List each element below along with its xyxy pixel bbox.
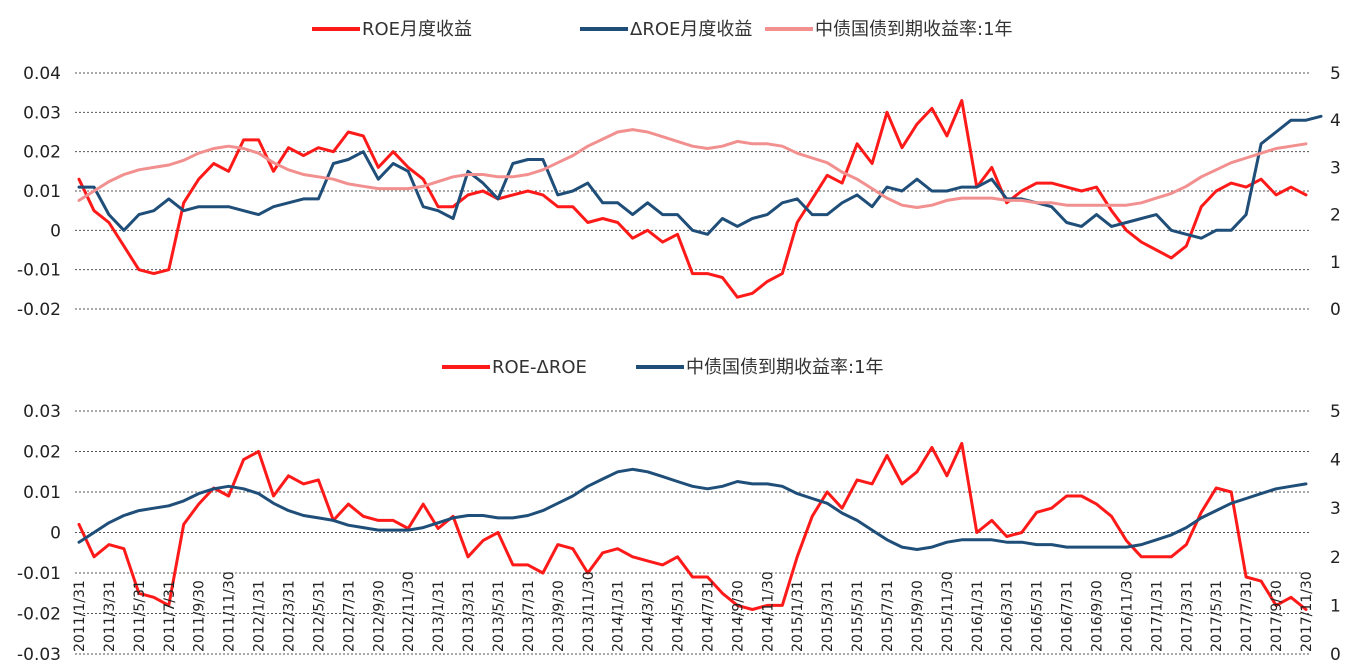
bottom-x-tick: 2013/1/31	[431, 580, 447, 652]
bottom-y-right-tick: 3	[1330, 499, 1341, 519]
bottom-x-tick: 2014/3/31	[641, 580, 657, 652]
bottom-x-tick: 2012/5/31	[311, 580, 327, 652]
bottom-x-tick: 2014/11/30	[760, 571, 776, 652]
bottom-x-tick: 2015/9/30	[910, 580, 926, 652]
top-series-line-2	[77, 128, 1308, 209]
bottom-y-left-tick: -0.03	[17, 645, 61, 665]
bottom-x-tick: 2014/9/30	[730, 580, 746, 652]
bottom-x-tick: 2013/7/31	[521, 580, 537, 652]
bottom-x-tick: 2017/9/30	[1269, 580, 1285, 652]
bottom-x-tick: 2016/11/30	[1119, 571, 1135, 652]
top-series-line-1	[77, 114, 1323, 240]
bottom-y-right-tick: 4	[1330, 451, 1341, 471]
top-y-right-tick: 1	[1330, 253, 1341, 273]
bottom-y-left-tick: 0	[50, 524, 61, 544]
bottom-x-tick: 2011/9/30	[192, 580, 208, 652]
bottom-x-tick: 2017/7/31	[1239, 580, 1255, 652]
top-legend-label: ROE月度收益	[362, 19, 472, 40]
bottom-x-tick: 2013/11/30	[581, 571, 597, 652]
bottom-x-tick: 2015/3/31	[820, 580, 836, 652]
top-y-left-tick: 0.02	[23, 143, 61, 163]
top-legend-label: ΔROE月度收益	[630, 19, 752, 40]
bottom-y-left-tick: 0.01	[23, 483, 61, 503]
bottom-x-tick: 2011/3/31	[102, 580, 118, 652]
bottom-y-right-tick: 5	[1330, 402, 1341, 422]
bottom-y-right-tick: 2	[1330, 548, 1341, 568]
bottom-x-tick: 2012/1/31	[252, 580, 268, 652]
top-y-right-tick: 0	[1330, 300, 1341, 320]
bottom-x-tick: 2016/3/31	[1000, 580, 1016, 652]
top-y-left-tick: 0.03	[23, 103, 61, 123]
bottom-x-tick: 2015/11/30	[940, 571, 956, 652]
top-y-right-tick: 4	[1330, 111, 1341, 131]
bottom-x-tick: 2017/3/31	[1179, 580, 1195, 652]
bottom-x-tick: 2012/9/30	[371, 580, 387, 652]
bottom-x-tick: 2016/1/31	[970, 580, 986, 652]
bottom-x-tick: 2012/7/31	[341, 580, 357, 652]
top-legend-label: 中债国债到期收益率:1年	[815, 19, 1013, 40]
bottom-y-right-tick: 1	[1330, 596, 1341, 616]
bottom-x-tick: 2013/9/30	[551, 580, 567, 652]
top-y-right-tick: 2	[1330, 206, 1341, 226]
bottom-x-tick: 2015/7/31	[880, 580, 896, 652]
top-y-left-tick: 0	[50, 221, 61, 241]
bottom-x-tick: 2015/1/31	[790, 580, 806, 652]
top-y-left-tick: -0.02	[17, 300, 61, 320]
bottom-x-tick: 2016/5/31	[1030, 580, 1046, 652]
bottom-y-left-tick: 0.03	[23, 402, 61, 422]
bottom-x-tick: 2017/11/30	[1299, 571, 1315, 652]
bottom-legend-label: ROE-ΔROE	[492, 357, 587, 378]
bottom-x-tick: 2014/5/31	[671, 580, 687, 652]
bottom-x-tick: 2011/11/30	[222, 571, 238, 652]
top-y-left-tick: -0.01	[17, 261, 61, 281]
bottom-x-tick: 2015/5/31	[850, 580, 866, 652]
top-y-left-tick: 0.04	[23, 64, 61, 84]
bottom-x-tick: 2011/1/31	[72, 580, 88, 652]
bottom-x-tick: 2013/5/31	[491, 580, 507, 652]
bottom-series-line-1	[77, 467, 1308, 551]
bottom-x-tick: 2017/5/31	[1209, 580, 1225, 652]
bottom-y-right-tick: 0	[1330, 645, 1341, 665]
top-series-line-0	[77, 99, 1308, 299]
bottom-x-tick: 2013/3/31	[461, 580, 477, 652]
bottom-y-left-tick: -0.01	[17, 564, 61, 584]
top-y-right-tick: 5	[1330, 64, 1341, 84]
bottom-legend-label: 中债国债到期收益率:1年	[686, 357, 884, 378]
bottom-x-tick: 2017/1/31	[1149, 580, 1165, 652]
bottom-x-tick: 2011/5/31	[132, 580, 148, 652]
bottom-x-tick: 2014/1/31	[611, 580, 627, 652]
bottom-x-tick: 2011/7/31	[162, 580, 178, 652]
bottom-x-tick: 2016/7/31	[1060, 580, 1076, 652]
top-y-left-tick: 0.01	[23, 182, 61, 202]
bottom-x-tick: 2014/7/31	[700, 580, 716, 652]
top-y-right-tick: 3	[1330, 158, 1341, 178]
bottom-x-tick: 2016/9/30	[1090, 580, 1106, 652]
bottom-x-tick: 2012/3/31	[281, 580, 297, 652]
bottom-series-line-0	[77, 441, 1308, 611]
bottom-y-left-tick: 0.02	[23, 443, 61, 463]
bottom-x-tick: 2012/11/30	[401, 571, 417, 652]
bottom-y-left-tick: -0.02	[17, 605, 61, 625]
